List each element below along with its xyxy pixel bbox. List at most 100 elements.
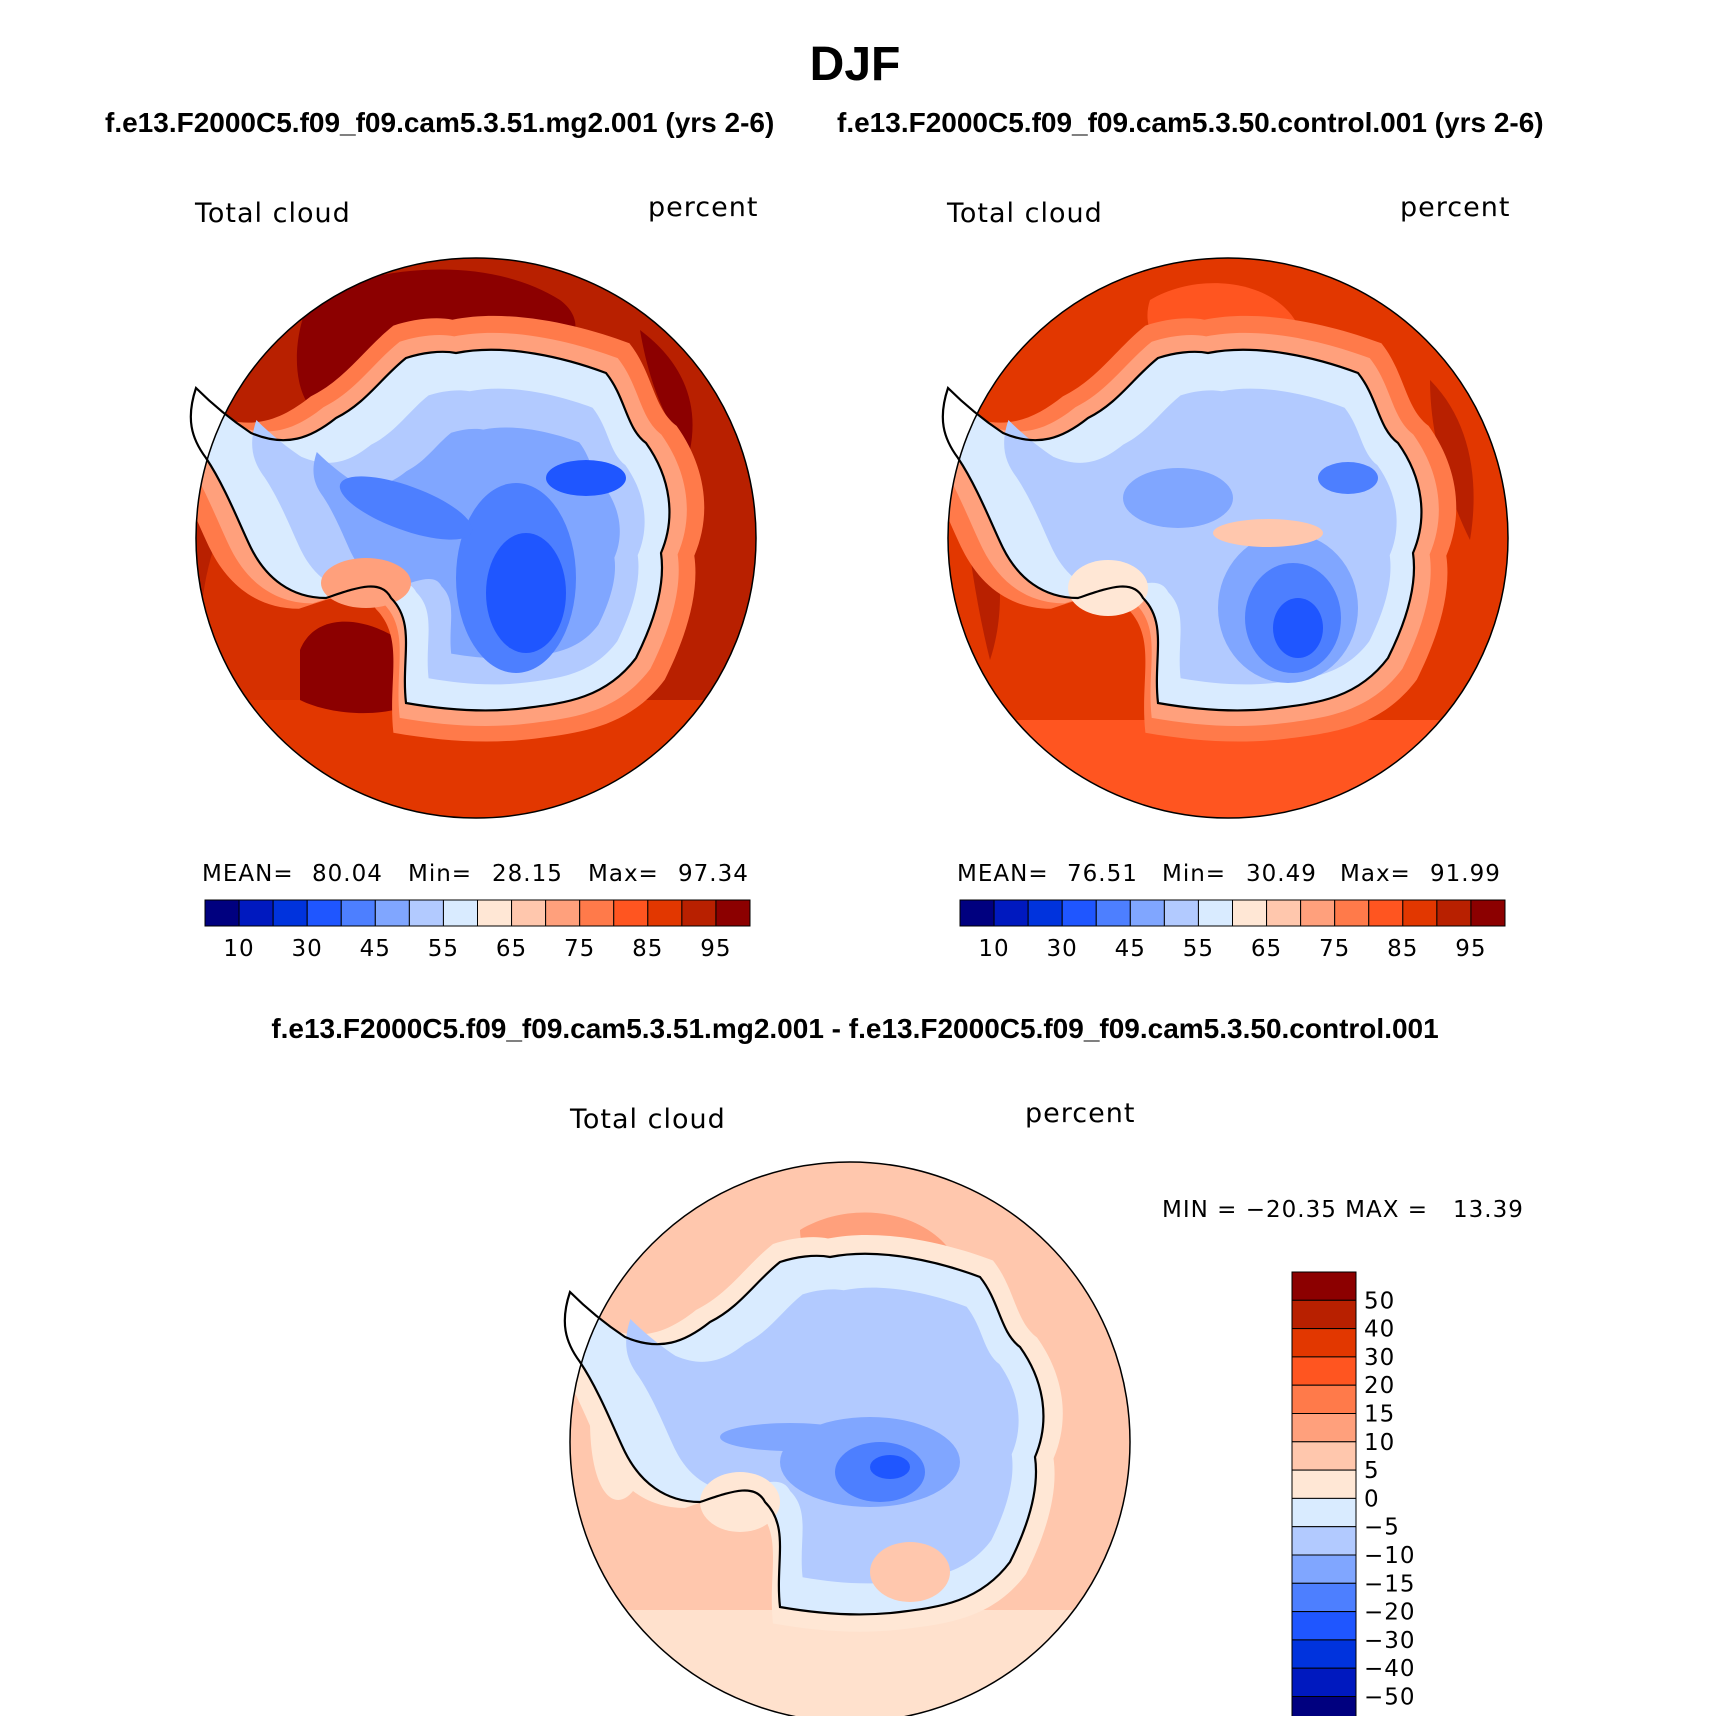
right-variable-label: Total cloud [946, 198, 1103, 229]
diff-polar-map [563, 1161, 1131, 1716]
diff-colorbar-swatch-6 [1291, 1441, 1357, 1471]
right-colorbar-tick-label: 85 [1387, 936, 1418, 962]
diff-colorbar-tick-label: −10 [1364, 1543, 1416, 1569]
right-colorbar-tick-label: 65 [1251, 936, 1282, 962]
right-colorbar-swatch-2 [1027, 899, 1063, 927]
right-min-label: Min= [1162, 861, 1226, 887]
left-colorbar-tick-label: 55 [428, 936, 459, 962]
diff-colorbar-tick-label: 40 [1364, 1317, 1395, 1343]
right-case-title: f.e13.F2000C5.f09_f09.cam5.3.50.control.… [837, 107, 1544, 138]
diff-colorbar-tick-label: −20 [1364, 1600, 1416, 1626]
left-colorbar-swatch-12 [613, 899, 649, 927]
diff-colorbar-swatch-3 [1291, 1356, 1357, 1386]
diff-colorbar-swatch-7 [1291, 1469, 1357, 1499]
left-polar-map [189, 257, 757, 819]
left-variable-label: Total cloud [194, 198, 351, 229]
left-colorbar-tick-label: 45 [360, 936, 391, 962]
diff-colorbar-tick-label: 15 [1364, 1402, 1395, 1428]
left-colorbar-tick-label: 75 [564, 936, 595, 962]
main-title: DJF [810, 38, 901, 91]
right-polar-map [941, 257, 1509, 819]
left-colorbar-swatch-14 [681, 899, 717, 927]
diff-colorbar-swatch-12 [1291, 1611, 1357, 1641]
diff-colorbar-tick-label: −30 [1364, 1628, 1416, 1654]
right-colorbar-tick-label: 55 [1183, 936, 1214, 962]
left-colorbar-swatch-1 [238, 899, 274, 927]
diff-colorbar-tick-label: −15 [1364, 1571, 1416, 1597]
diff-colorbar-tick-label: 50 [1364, 1288, 1395, 1314]
right-colorbar-swatch-3 [1061, 899, 1097, 927]
diff-colorbar-tick-label: 10 [1364, 1430, 1395, 1456]
right-colorbar-swatch-10 [1300, 899, 1336, 927]
left-colorbar-swatch-7 [442, 899, 478, 927]
diff-colorbar-tick-label: −50 [1364, 1685, 1416, 1711]
diff-colorbar-swatch-2 [1291, 1328, 1357, 1358]
diff-colorbar-swatch-0 [1291, 1271, 1357, 1301]
left-colorbar-swatch-11 [579, 899, 615, 927]
right-colorbar: 10 30 45 55 65 75 85 95 [959, 899, 1506, 962]
diff-colorbar-tick-label: 20 [1364, 1373, 1395, 1399]
diff-colorbar-swatch-1 [1291, 1299, 1357, 1330]
diff-colorbar-swatch-11 [1291, 1582, 1357, 1613]
left-colorbar-swatch-5 [374, 899, 410, 927]
left-colorbar-swatch-4 [340, 899, 376, 927]
left-colorbar-tick-label: 85 [632, 936, 663, 962]
left-stats: MEAN= 80.04 Min= 28.15 Max= 97.34 [202, 861, 749, 887]
right-mean-label: MEAN= [957, 861, 1049, 887]
left-mean-label: MEAN= [202, 861, 294, 887]
right-max-value: 91.99 [1430, 861, 1501, 887]
left-colorbar-swatch-2 [272, 899, 308, 927]
diff-units-label: percent [1025, 1098, 1135, 1129]
right-colorbar-swatch-0 [959, 899, 995, 927]
left-min-label: Min= [408, 861, 472, 887]
diff-colorbar-swatch-13 [1291, 1639, 1357, 1669]
diff-colorbar-tick-label: 5 [1364, 1458, 1380, 1484]
right-colorbar-tick-label: 30 [1047, 936, 1078, 962]
right-colorbar-swatch-11 [1334, 899, 1370, 927]
right-colorbar-swatch-1 [993, 899, 1029, 927]
left-colorbar-swatch-0 [204, 899, 240, 927]
left-colorbar-swatch-15 [715, 899, 751, 927]
diff-colorbar-swatch-4 [1291, 1384, 1357, 1414]
right-colorbar-swatch-6 [1163, 899, 1199, 927]
diff-colorbar-swatch-8 [1291, 1497, 1357, 1528]
right-mean-value: 76.51 [1067, 861, 1138, 887]
right-min-value: 30.49 [1246, 861, 1317, 887]
right-max-label: Max= [1340, 861, 1411, 887]
diff-colorbar-swatch-9 [1291, 1526, 1357, 1556]
diff-colorbar-swatch-10 [1291, 1554, 1357, 1584]
diff-colorbar-swatch-15 [1291, 1696, 1357, 1716]
left-units-label: percent [648, 192, 758, 223]
right-colorbar-swatch-15 [1470, 899, 1506, 927]
left-max-label: Max= [588, 861, 659, 887]
diff-colorbar-tick-label: 0 [1364, 1486, 1380, 1512]
right-colorbar-swatch-7 [1197, 899, 1233, 927]
left-mean-value: 80.04 [312, 861, 383, 887]
right-colorbar-swatch-9 [1266, 899, 1302, 927]
left-colorbar-tick-label: 10 [223, 936, 254, 962]
right-colorbar-swatch-14 [1436, 899, 1472, 927]
diff-colorbar-swatch-5 [1291, 1413, 1357, 1443]
left-colorbar-tick-label: 95 [700, 936, 731, 962]
left-max-value: 97.34 [678, 861, 749, 887]
right-units-label: percent [1400, 192, 1510, 223]
diff-colorbar-tick-label: 30 [1364, 1345, 1395, 1371]
left-colorbar-tick-label: 65 [496, 936, 527, 962]
right-colorbar-swatch-13 [1402, 899, 1438, 927]
right-colorbar-swatch-4 [1095, 899, 1131, 927]
left-colorbar-tick-label: 30 [292, 936, 323, 962]
left-colorbar: 10 30 45 55 65 75 85 95 [204, 899, 751, 962]
diff-variable-label: Total cloud [569, 1104, 726, 1135]
left-colorbar-swatch-9 [511, 899, 547, 927]
left-colorbar-swatch-3 [306, 899, 342, 927]
right-colorbar-tick-label: 45 [1115, 936, 1146, 962]
left-min-value: 28.15 [492, 861, 563, 887]
right-colorbar-swatch-8 [1232, 899, 1268, 927]
right-colorbar-tick-label: 10 [978, 936, 1009, 962]
right-colorbar-tick-label: 95 [1455, 936, 1486, 962]
left-colorbar-swatch-10 [545, 899, 581, 927]
diff-colorbar-swatch-14 [1291, 1667, 1357, 1697]
right-colorbar-tick-label: 75 [1319, 936, 1350, 962]
right-stats: MEAN= 76.51 Min= 30.49 Max= 91.99 [957, 861, 1501, 887]
